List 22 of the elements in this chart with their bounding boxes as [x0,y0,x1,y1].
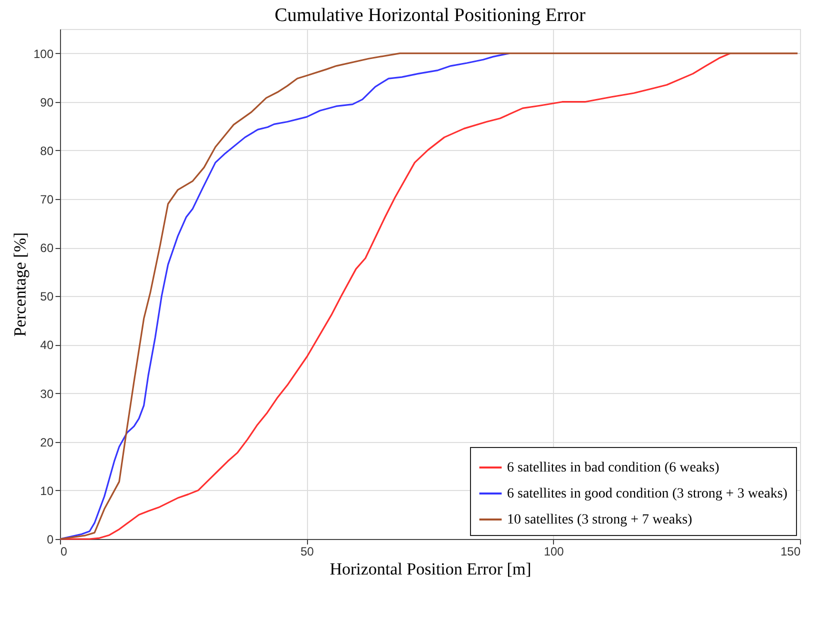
y-tick-label: 60 [40,241,54,256]
legend-label: 10 satellites (3 strong + 7 weaks) [507,512,693,528]
y-tick-label: 70 [40,192,54,206]
y-tick-label: 80 [40,144,54,158]
x-tick-label: 50 [300,544,314,558]
y-tick-label: 0 [46,532,54,546]
x-tick-label: 0 [60,544,68,558]
y-tick-label: 20 [40,435,54,450]
y-tick-label: 40 [40,338,54,352]
y-tick-label: 50 [40,290,54,304]
y-axis-title: Percentage [%] [10,232,30,337]
legend-label: 6 satellites in bad condition (6 weaks) [507,460,720,476]
x-tick-label: 150 [780,544,801,558]
x-tick-label: 100 [544,544,564,558]
legend-label: 6 satellites in good condition (3 strong + 3 weaks) [507,486,788,502]
chart-title: Cumulative Horizontal Positioning Error [274,5,586,26]
line-series [59,52,798,540]
x-axis-title: Horizontal Position Error [m] [330,560,532,578]
y-tick-label: 30 [40,386,54,401]
y-tick-label: 90 [40,95,54,110]
y-tick-label: 10 [40,484,54,498]
y-tick-label: 100 [33,46,54,61]
